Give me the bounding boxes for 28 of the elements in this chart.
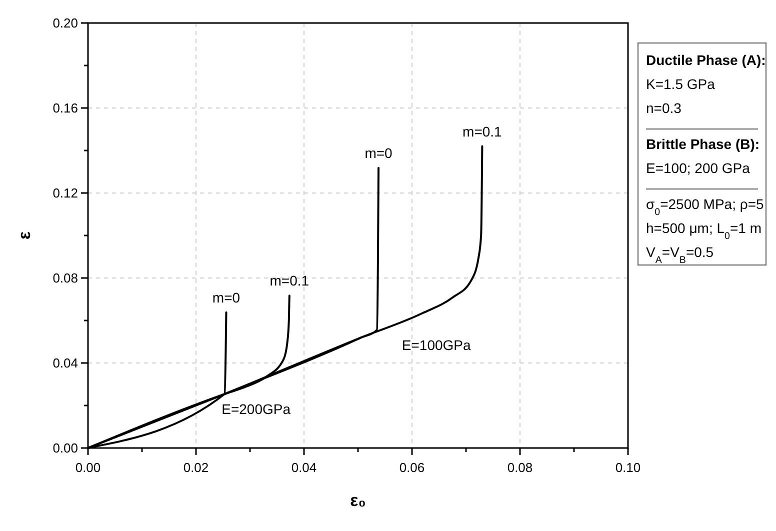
x-tick-label: 0.00 [75, 460, 101, 475]
y-tick-label: 0.12 [52, 186, 78, 201]
text: E=100; 200 GPa [646, 160, 750, 176]
x-tick-label: 0.08 [507, 460, 533, 475]
text: Ductile Phase (A): [646, 52, 766, 68]
x-axis-title: ε₀ [350, 491, 366, 510]
annotation: m=0.1 [270, 272, 310, 289]
text: V$_{A}$=V$_{B}$=0.5 [646, 244, 714, 266]
annotation: E=200GPa [222, 401, 291, 418]
x-tick-label: 0.10 [615, 460, 641, 475]
y-tick-label: 0.20 [52, 16, 78, 31]
annotation: m=0 [212, 289, 240, 306]
y-tick-label: 0.08 [52, 270, 78, 286]
y-tick-label: 0.04 [52, 356, 78, 371]
text: K=1.5 GPa [646, 76, 716, 92]
annotation: m=0 [364, 144, 393, 161]
annotation: E=100GPa [402, 337, 471, 354]
text: h=500 μm; L$_{0}$=1 m [646, 220, 762, 242]
y-tick-label: 0.16 [52, 100, 78, 116]
text: n=0.3 [646, 100, 682, 116]
x-tick-label: 0.02 [183, 460, 209, 475]
annotation: m=0.1 [462, 123, 502, 140]
x-tick-label: 0.06 [399, 460, 425, 475]
x-tick-label: 0.04 [291, 460, 317, 475]
text: σ$_{0}$=2500 MPa; ρ=5 [646, 196, 764, 218]
text: Brittle Phase (B): [646, 136, 760, 152]
y-tick-label: 0.00 [52, 440, 78, 456]
y-axis-title: ε [15, 231, 34, 240]
